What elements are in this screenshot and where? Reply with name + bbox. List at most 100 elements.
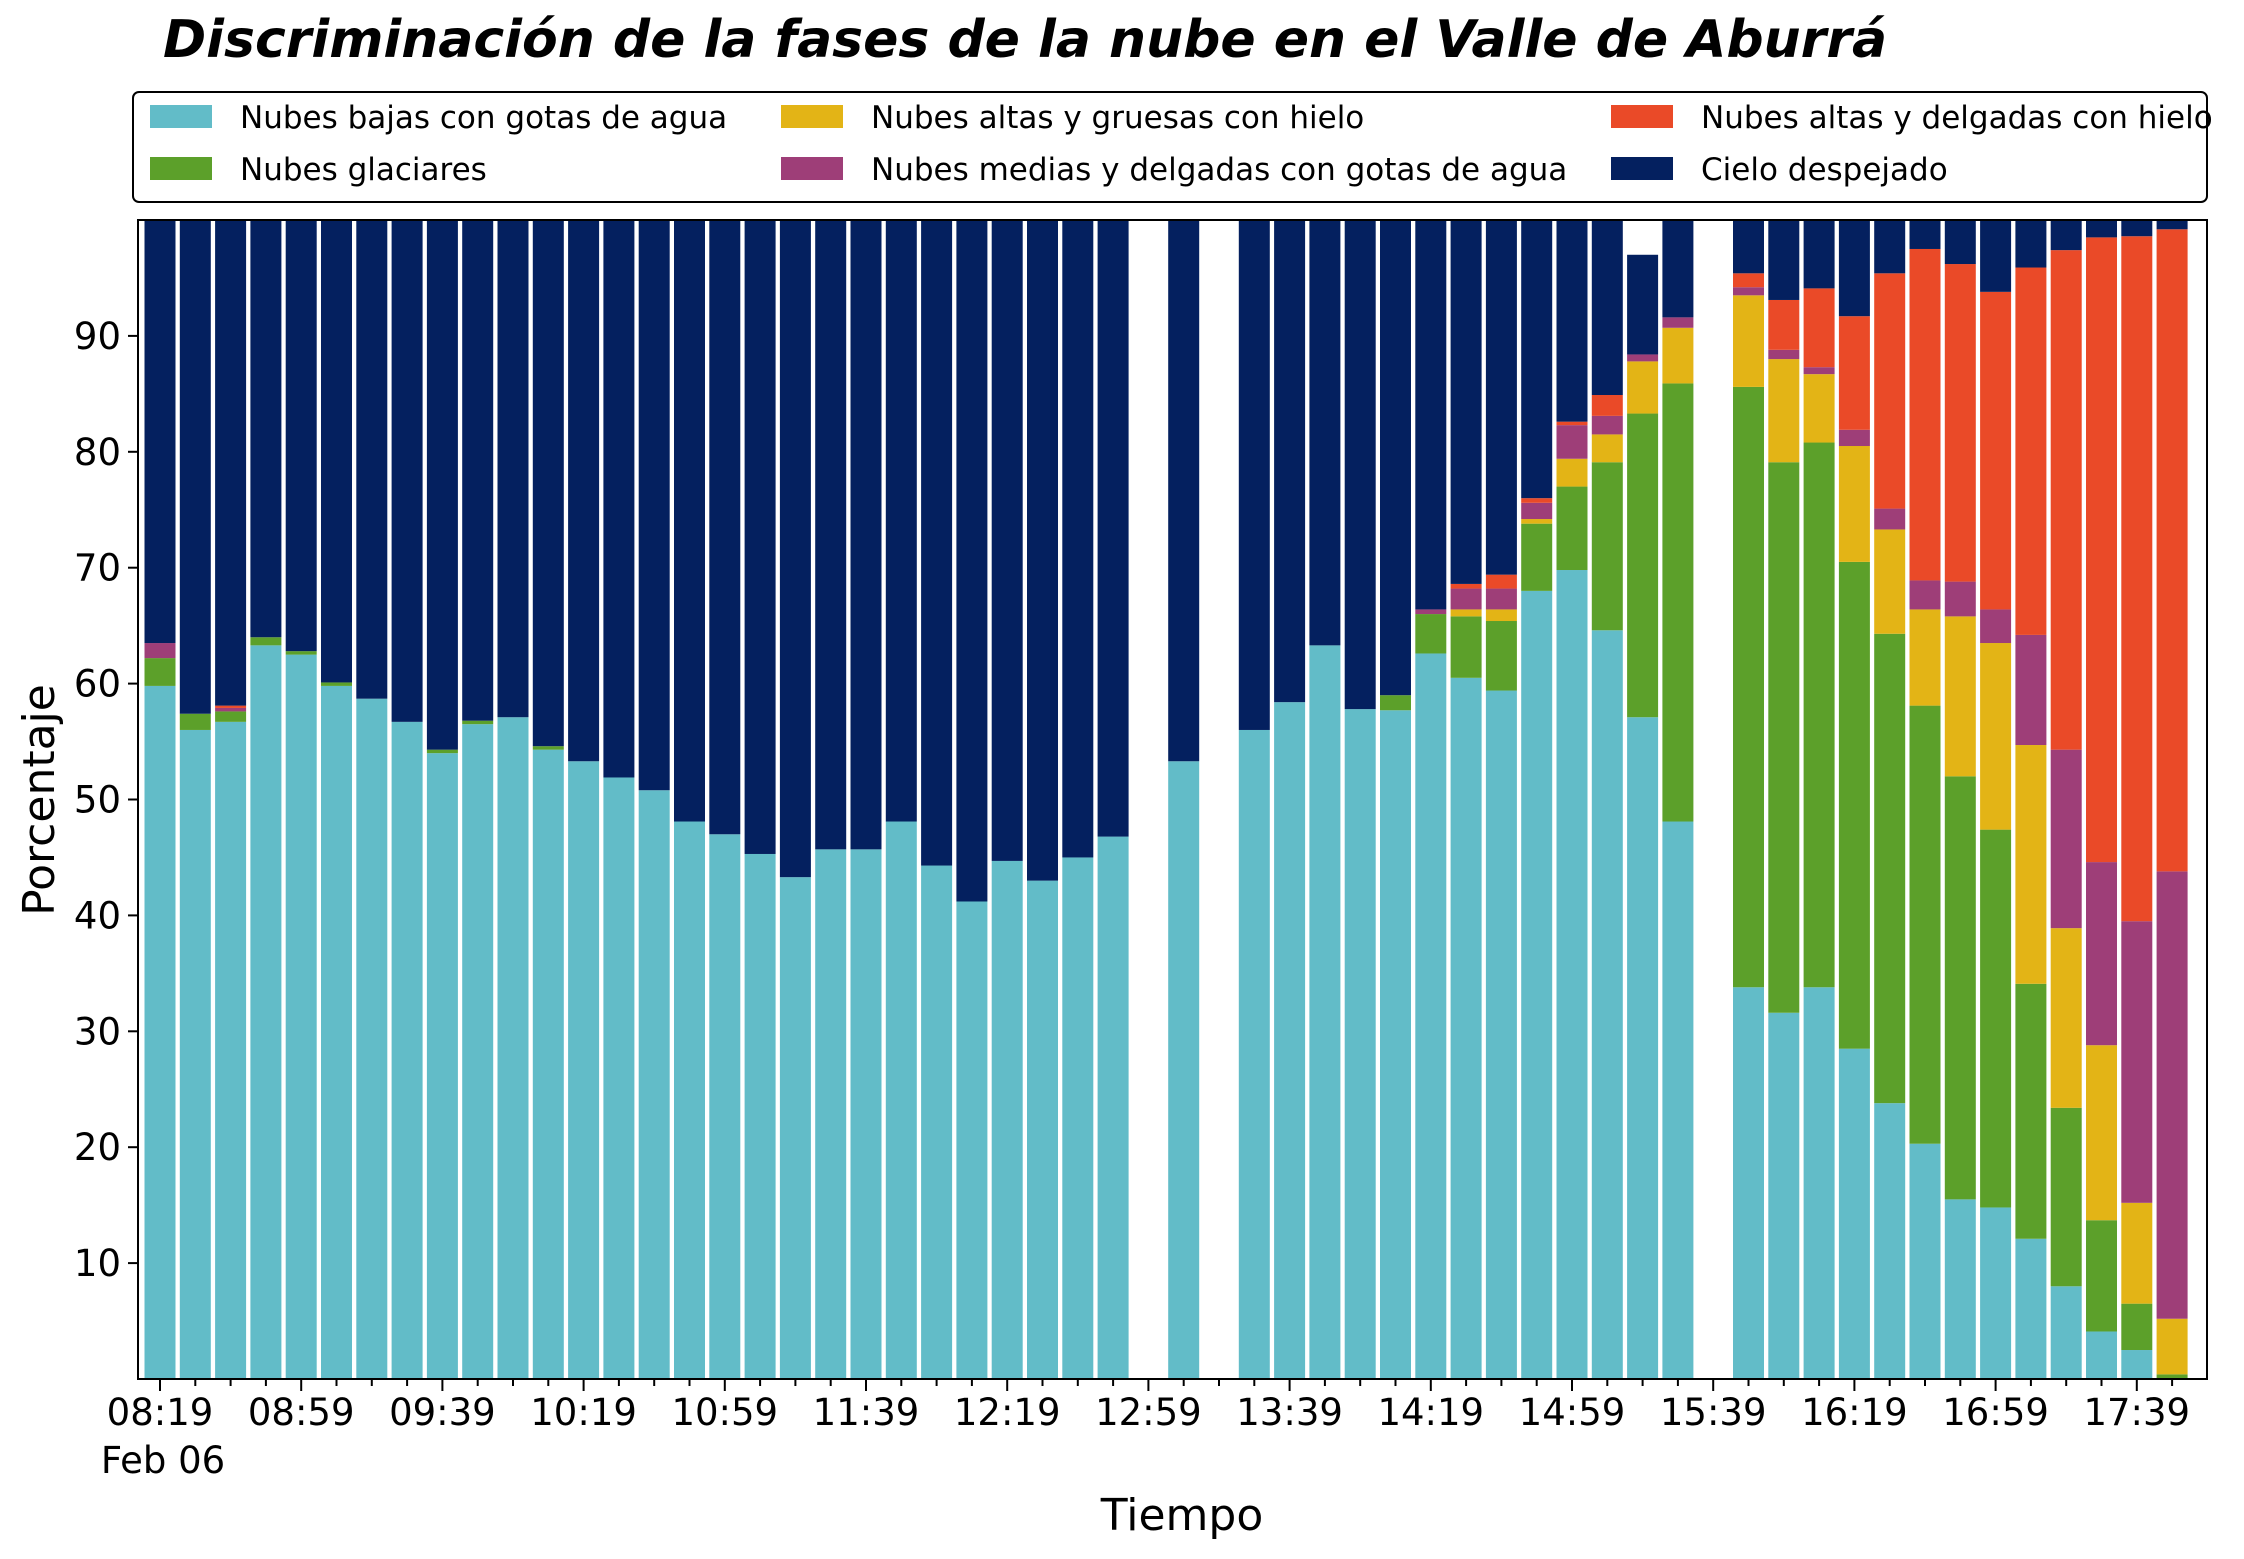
bar-segment <box>1521 220 1553 499</box>
bar-segment <box>1944 264 1976 582</box>
x-tick-label: 13:39 <box>1236 1391 1343 1434</box>
bar-segment <box>144 658 176 686</box>
bar-segment <box>1980 643 2012 830</box>
bar-segment <box>215 721 247 1379</box>
bar-segment <box>1874 529 1906 634</box>
legend-label: Nubes altas y gruesas con hielo <box>871 100 1364 136</box>
bar-segment <box>1662 383 1694 822</box>
bar-segment <box>1485 574 1517 589</box>
x-tick-label: 08:19 <box>107 1391 214 1434</box>
bar-segment <box>215 705 247 708</box>
bar-segment <box>603 220 635 778</box>
bar-segment <box>1944 776 1976 1200</box>
bar-segment <box>426 753 458 1379</box>
bar-segment <box>1874 220 1906 274</box>
bar-segment <box>1838 220 1870 317</box>
bar-segment <box>1909 609 1941 706</box>
bar-segment <box>2086 1220 2117 1332</box>
x-tick-label: 17:39 <box>2083 1391 2190 1434</box>
bar-segment <box>1485 220 1517 575</box>
bar-segment <box>1838 316 1870 430</box>
bar-segment <box>462 220 494 721</box>
bar-segment <box>1450 616 1482 678</box>
bar-segment <box>462 724 494 1379</box>
bar-segment <box>2015 634 2047 746</box>
bar-segment <box>2086 220 2117 238</box>
bar-segment <box>1909 705 1941 1144</box>
bar-segment <box>1838 429 1870 447</box>
bar-segment <box>709 220 741 835</box>
bar-segment <box>1944 616 1976 777</box>
bar-segment <box>2121 921 2153 1203</box>
bar-segment <box>991 220 1023 861</box>
bar-segment <box>1768 299 1800 350</box>
bar-segment <box>779 220 811 878</box>
y-tick-label: 20 <box>74 1126 121 1169</box>
legend-swatch <box>781 105 843 128</box>
legend-swatch <box>150 157 212 180</box>
x-tick-label: 10:19 <box>530 1391 637 1434</box>
bar-segment <box>744 220 776 854</box>
bar-segment <box>250 637 282 646</box>
bar-segment <box>1485 621 1517 691</box>
bar-segment <box>1450 677 1482 1379</box>
bar-segment <box>1768 462 1800 1013</box>
bar-segment <box>850 220 882 850</box>
x-tick-label: 14:19 <box>1377 1391 1484 1434</box>
bar-segment <box>1450 583 1482 589</box>
bar-segment <box>1768 349 1800 360</box>
bar-segment <box>956 901 988 1379</box>
x-date-label: Feb 06 <box>101 1439 225 1482</box>
bar-segment <box>532 220 564 747</box>
bar-segment <box>1733 386 1764 988</box>
bar-segment <box>1097 220 1129 837</box>
bar-segment <box>426 749 458 754</box>
bar-segment <box>1556 220 1588 422</box>
bar-segment <box>1627 717 1659 1379</box>
legend-label: Nubes medias y delgadas con gotas de agu… <box>871 152 1567 188</box>
bar-segment <box>1344 220 1376 710</box>
bar-segment <box>391 220 423 722</box>
bar-segment <box>1556 425 1588 459</box>
bar-segment <box>885 220 917 822</box>
bar-segment <box>2156 1374 2188 1379</box>
bar-segment <box>1521 519 1553 524</box>
bar-segment <box>1733 295 1764 387</box>
bar-segment <box>1556 421 1588 426</box>
bar-segment <box>568 761 600 1379</box>
legend-label: Nubes glaciares <box>240 152 487 188</box>
bar-segment <box>1521 523 1553 591</box>
bar-segment <box>2050 1286 2082 1379</box>
bar-segment <box>179 713 211 730</box>
bar-segment <box>2121 236 2153 922</box>
bar-segment <box>1274 702 1306 1379</box>
bar-segment <box>1733 987 1764 1379</box>
bar-segment <box>1874 633 1906 1104</box>
bar-segment <box>779 877 811 1379</box>
bar-segment <box>1556 486 1588 571</box>
legend-swatch <box>1611 105 1673 128</box>
bar-segment <box>215 711 247 722</box>
bar-segment <box>1874 1103 1906 1379</box>
bar-segment <box>1768 1012 1800 1379</box>
bar-segment <box>1768 359 1800 463</box>
x-tick-label: 10:59 <box>671 1391 778 1434</box>
bar-segment <box>1415 609 1447 615</box>
bar-segment <box>2050 928 2082 1108</box>
bar-segment <box>285 654 317 1380</box>
bar-segment <box>2086 862 2117 1046</box>
bar-segment <box>1274 220 1306 703</box>
bar-segment <box>1980 1207 2012 1379</box>
x-tick-label: 16:19 <box>1801 1391 1908 1434</box>
bar-segment <box>285 220 317 652</box>
bar-segment <box>1556 458 1588 487</box>
bar-segment <box>1627 354 1659 362</box>
bar-segment <box>1909 248 1941 581</box>
bar-segment <box>321 685 352 1379</box>
bar-segment <box>1485 588 1517 610</box>
bar-segment <box>1803 288 1835 368</box>
bar-segment <box>850 849 882 1379</box>
bar-segment <box>1662 220 1694 318</box>
bar-segment <box>285 651 317 655</box>
bar-segment <box>2156 229 2188 872</box>
